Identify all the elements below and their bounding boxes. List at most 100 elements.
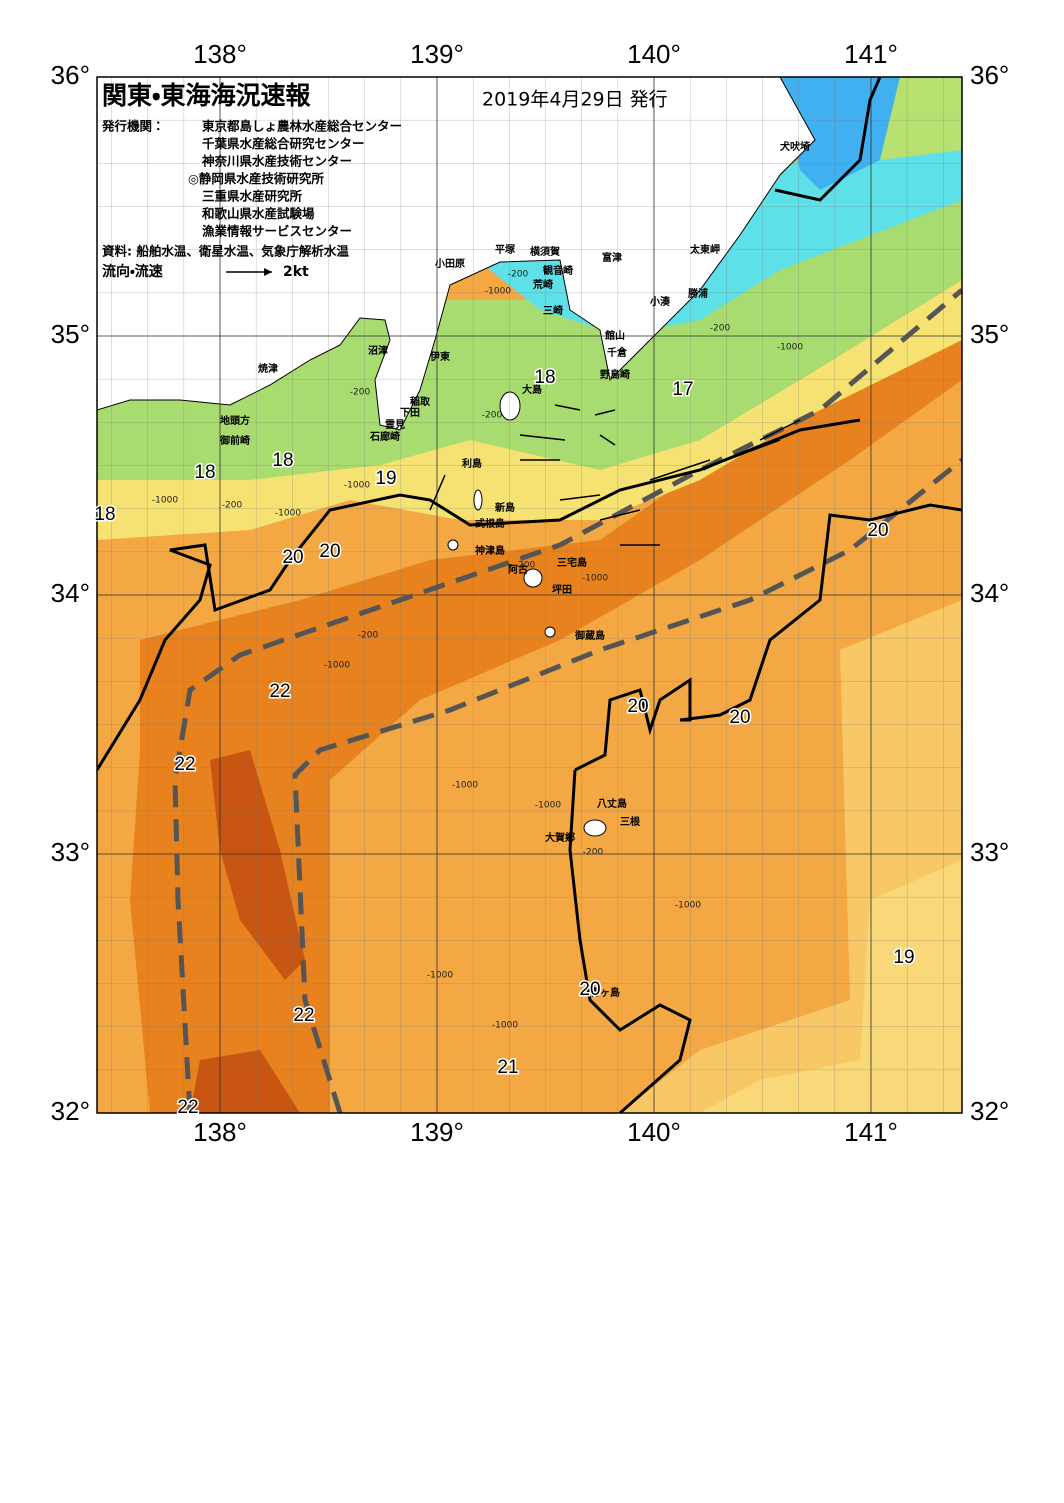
longitude-label: 138° (193, 39, 247, 69)
issuer: 三重県水産研究所 (202, 189, 303, 204)
place-name: 式根島 (475, 517, 505, 530)
place-name: 坪田 (552, 583, 572, 596)
title: 関東・東海海況速報 (102, 81, 312, 110)
longitude-label: 140° (627, 1117, 681, 1147)
sea-hottest (190, 1050, 300, 1113)
temperature-label: 21 (497, 1057, 518, 1078)
place-name: 新島 (494, 501, 515, 514)
place-name: 雲見 (385, 419, 405, 431)
depth-label: -200 (508, 270, 529, 280)
island (544, 626, 556, 638)
place-name: 大賀郷 (545, 831, 575, 844)
place-name: 三崎 (543, 304, 563, 317)
temperature-label: 19 (375, 468, 396, 489)
depth-label: -200 (222, 501, 243, 511)
temperature-label: 18 (272, 450, 293, 471)
depth-label: -1000 (452, 781, 478, 791)
current-legend-arrowhead (264, 268, 272, 276)
issuer: 和歌山県水産試験場 (201, 206, 315, 221)
longitude-label: 140° (627, 39, 681, 69)
place-name: 地頭方 (220, 414, 250, 427)
place-name: 御蔵島 (574, 629, 605, 642)
place-name: 野島崎 (600, 368, 630, 381)
land (97, 77, 816, 431)
latitude-label: 33° (970, 837, 1009, 867)
latitude-label: 32° (51, 1096, 90, 1126)
temperature-label: 20 (579, 979, 600, 1000)
place-name: 犬吠埼 (780, 140, 810, 153)
depth-label: -1000 (582, 574, 608, 584)
island (523, 568, 543, 588)
place-name: 八丈島 (597, 797, 627, 810)
isotherm-18 (774, 77, 882, 202)
temperature-label: 20 (627, 696, 648, 717)
depth-label: -200 (350, 388, 371, 398)
issuer: 神奈川県水産技術センター (201, 154, 352, 169)
latitude-label: 35° (970, 319, 1009, 349)
latitude-label: 36° (970, 60, 1009, 90)
temperature-label: 20 (867, 520, 888, 541)
isotherm-20 (97, 418, 861, 771)
place-name: 三根 (620, 815, 641, 828)
place-name: 青ヶ島 (590, 986, 620, 999)
map-frame (96, 76, 963, 1114)
issuer-label: 発行機関： (101, 119, 165, 134)
temperature-label: 20 (319, 541, 340, 562)
longitude-label: 139° (410, 39, 464, 69)
isotherm-20 (679, 503, 962, 722)
place-name: 平塚 (495, 243, 516, 256)
place-name: 石廊崎 (369, 430, 400, 443)
longitude-label: 141° (844, 1117, 898, 1147)
place-name: 勝浦 (688, 287, 708, 300)
place-name: 横須賀 (530, 245, 560, 258)
sea-coastal-green (880, 77, 962, 160)
sources: 資料: 船舶水温、衛星水温、気象庁解析水温 (102, 244, 349, 259)
temperature-label: 22 (177, 1097, 198, 1118)
latitude-label: 34° (970, 578, 1009, 608)
island (473, 489, 483, 511)
place-name: 小湊 (649, 295, 671, 308)
sea-green (97, 200, 962, 480)
place-name: 大島 (522, 383, 542, 396)
depth-label: -1000 (485, 287, 511, 297)
temperature-label: 22 (293, 1005, 314, 1026)
place-name: 伊東 (429, 350, 450, 363)
temperature-label: 20 (282, 547, 303, 568)
place-name: 下田 (400, 407, 420, 419)
isotherm-20 (574, 677, 692, 772)
place-name: 三宅島 (557, 556, 587, 569)
kuroshio-front (292, 458, 962, 1113)
current-legend-speed: 2kt (283, 264, 309, 280)
temperature-label: 18 (534, 367, 555, 388)
island (447, 539, 459, 551)
place-name: 荒崎 (532, 278, 553, 291)
issuers: 東京都島しょ農林水産総合センター千葉県水産総合研究センター神奈川県水産技術センタ… (188, 119, 402, 239)
depth-label: -200 (515, 561, 536, 571)
issuer: ◎静岡県水産技術研究所 (188, 171, 324, 186)
depth-label: -1000 (675, 901, 701, 911)
longitude-label: 138° (193, 1117, 247, 1147)
place-name: 太東岬 (689, 243, 720, 256)
depth-label: -1000 (324, 661, 350, 671)
current-legend-label: 流向・流速 (102, 263, 163, 280)
depth-label: -200 (358, 631, 379, 641)
place-name: 焼津 (258, 362, 278, 375)
temperature-label: 18 (94, 504, 115, 525)
depth-label: -200 (583, 848, 604, 858)
temperature-label: 19 (893, 947, 914, 968)
issuer: 東京都島しょ農林水産総合センター (202, 119, 402, 134)
map-area (97, 77, 962, 1113)
longitude-label: 141° (844, 39, 898, 69)
place-name: 千倉 (607, 346, 628, 359)
depth-label: -200 (482, 411, 503, 421)
latitude-label: 34° (51, 578, 90, 608)
latitude-label: 36° (51, 60, 90, 90)
place-name: 富津 (602, 251, 622, 264)
longitude-label: 139° (410, 1117, 464, 1147)
temperature-label: 22 (269, 681, 290, 702)
temperature-label: 20 (729, 707, 750, 728)
depth-label: -1000 (152, 496, 178, 506)
island (583, 819, 607, 837)
